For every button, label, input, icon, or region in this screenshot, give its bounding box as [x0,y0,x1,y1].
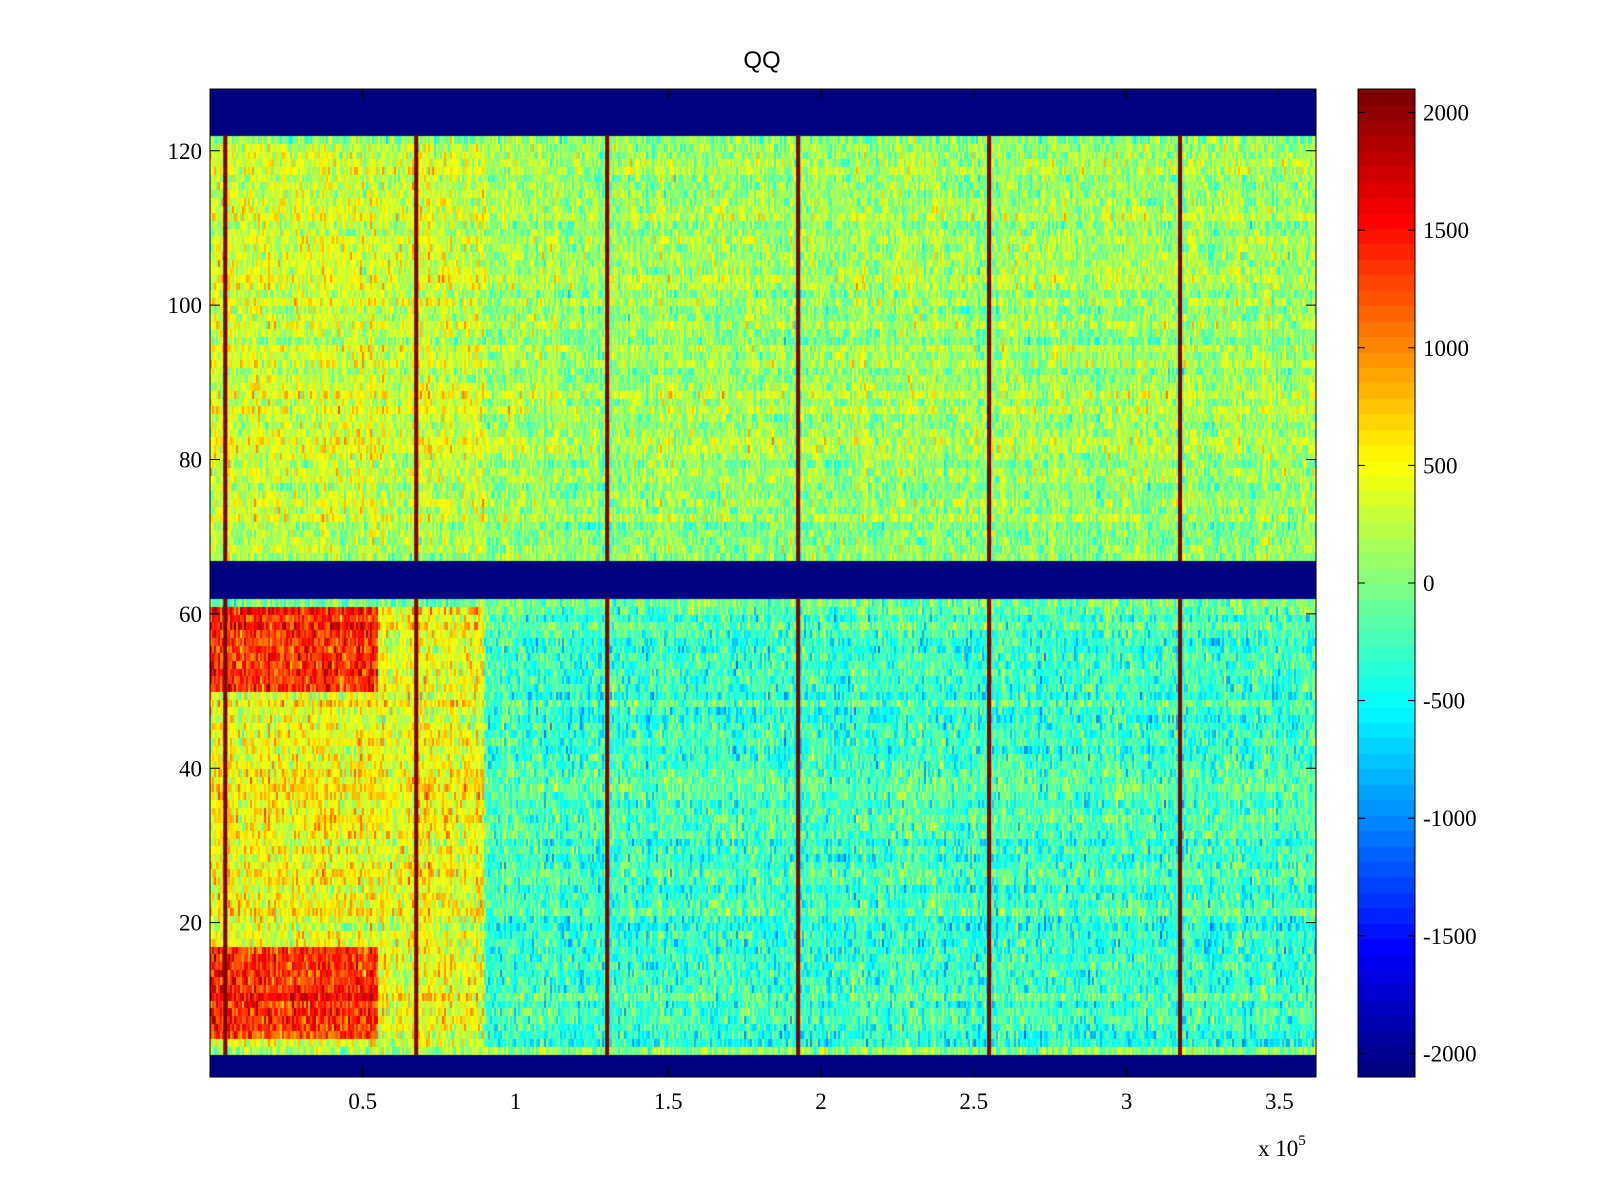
colorbar-tick-label: 1000 [1423,336,1469,361]
x-multiplier-base: x 10 [1258,1136,1298,1161]
x-tick-label: 1 [510,1089,522,1114]
x-tick-label: 2.5 [959,1089,988,1114]
y-tick-label: 40 [179,756,202,781]
colorbar-ticks: 2000 1500 1000 500 0 -500 -1000 -1500 -2000 [1358,101,1477,1066]
colorbar-image [1358,89,1415,1077]
y-axis-ticks: 20 40 60 80 100 120 [168,139,1316,936]
x-tick-label: 0.5 [348,1089,377,1114]
y-tick-label: 80 [179,448,202,473]
axes-frame [209,88,1317,1078]
x-axis-multiplier: x 105 [1258,1133,1306,1161]
y-tick-label: 20 [179,911,202,936]
colorbar-tick-label: 500 [1423,453,1458,478]
colorbar-tick-label: 1500 [1423,218,1469,243]
heatmap-image [210,89,1316,1077]
x-tick-label: 2 [815,1089,827,1114]
x-axis-ticks: 0.5 1 1.5 2 2.5 3 3.5 [348,89,1294,1114]
y-tick-label: 100 [168,293,203,318]
x-tick-label: 3 [1121,1089,1133,1114]
x-tick-label: 3.5 [1265,1089,1294,1114]
colorbar-tick-label: -1500 [1423,924,1477,949]
colorbar-tick-label: -2000 [1423,1041,1477,1066]
y-tick-label: 120 [168,139,203,164]
x-tick-label: 1.5 [654,1089,683,1114]
colorbar-tick-label: -500 [1423,689,1465,714]
y-tick-label: 60 [179,602,202,627]
chart-title: QQ [743,47,780,74]
colorbar-tick-label: 2000 [1423,101,1469,126]
colorbar-frame [1357,88,1416,1078]
x-multiplier-exponent: 5 [1298,1133,1306,1149]
colorbar-tick-label: 0 [1423,571,1435,596]
colorbar-tick-label: -1000 [1423,806,1477,831]
